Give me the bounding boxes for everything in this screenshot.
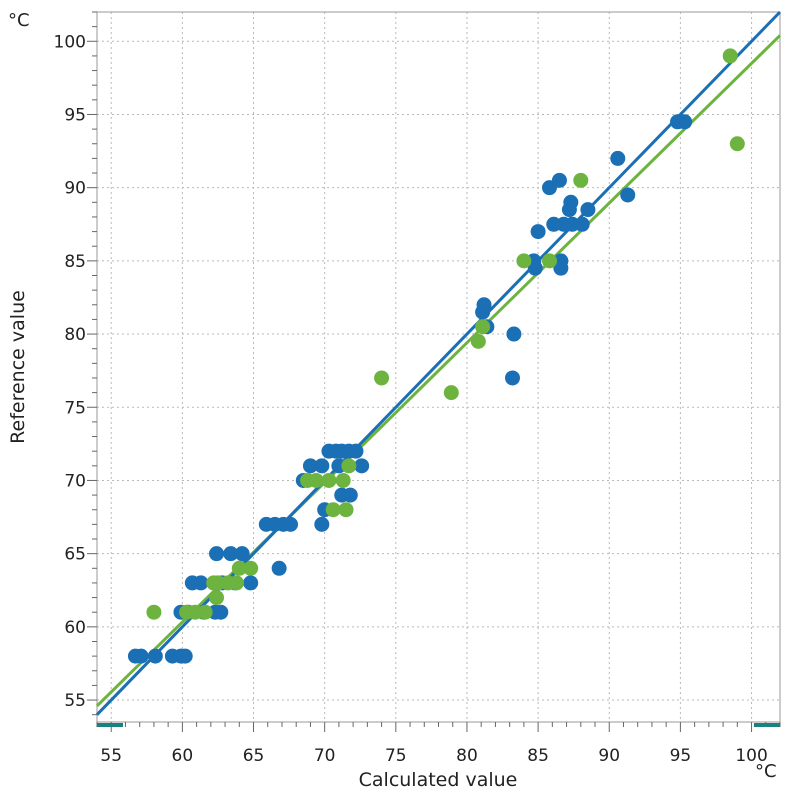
green-data-point	[308, 472, 324, 488]
x-tick-label: 90	[598, 746, 620, 766]
blue-data-point	[193, 575, 209, 591]
blue-data-point	[147, 648, 163, 664]
x-tick-label: 65	[243, 746, 265, 766]
y-tick-label: 65	[64, 545, 86, 565]
x-tick-label: 75	[385, 746, 407, 766]
green-data-point	[573, 172, 589, 188]
blue-data-point	[342, 487, 358, 503]
grid	[97, 12, 780, 722]
green-data-point	[722, 48, 738, 64]
blue-data-point	[563, 194, 579, 210]
blue-data-point	[177, 648, 193, 664]
green-data-point	[729, 136, 745, 152]
blue-data-point	[677, 114, 693, 130]
y-tick-label: 70	[64, 471, 86, 491]
x-tick-label: 80	[456, 746, 478, 766]
y-tick-label: 100	[54, 32, 86, 52]
blue-data-point	[223, 546, 239, 562]
blue-data-point	[302, 458, 318, 474]
blue-data-point	[475, 304, 491, 320]
y-tick-label: 60	[64, 618, 86, 638]
y-tick-label: 55	[64, 691, 86, 711]
green-data-point	[341, 458, 357, 474]
blue-data-point	[620, 187, 636, 203]
x-tick-label: 100	[735, 746, 767, 766]
trend-line	[95, 34, 782, 707]
blue-data-point	[574, 216, 590, 232]
blue-data-point	[348, 443, 364, 459]
blue-data-point	[504, 370, 520, 386]
x-unit-label: °C	[755, 761, 777, 782]
blue-data-point	[551, 172, 567, 188]
blue-data-point	[610, 150, 626, 166]
x-tick-label: 70	[314, 746, 336, 766]
blue-data-point	[506, 326, 522, 342]
y-tick-label: 85	[64, 252, 86, 272]
blue-data-point	[530, 224, 546, 240]
green-data-point	[243, 560, 259, 576]
green-data-point	[374, 370, 390, 386]
y-tick-label: 95	[64, 105, 86, 125]
y-unit-label: °C	[8, 10, 30, 31]
x-axis-title: Calculated value	[359, 769, 518, 791]
y-axis-title: Reference value	[7, 290, 29, 444]
green-data-point	[197, 604, 213, 620]
blue-data-point	[580, 202, 596, 218]
green-data-point	[146, 604, 162, 620]
green-data-point	[541, 253, 557, 269]
blue-data-point	[133, 648, 149, 664]
blue-data-point	[243, 575, 259, 591]
tick-labels: 55 60 65 70 75 80 85 90 95 100 55 60 65 70 75 80 85 90 95 1…	[54, 32, 768, 766]
green-data-point	[470, 333, 486, 349]
x-tick-label: 85	[527, 746, 549, 766]
blue-data-point	[209, 546, 225, 562]
y-tick-label: 75	[64, 398, 86, 418]
blue-data-point	[553, 260, 569, 276]
blue-data-point	[234, 546, 250, 562]
x-tick-label: 95	[670, 746, 692, 766]
x-tick-label: 55	[100, 746, 122, 766]
y-tick-label: 90	[64, 179, 86, 199]
green-data-point	[443, 385, 459, 401]
green-data-point	[335, 472, 351, 488]
x-tick-label: 60	[172, 746, 194, 766]
data-points	[127, 48, 745, 664]
y-tick-label: 80	[64, 325, 86, 345]
green-data-point	[516, 253, 532, 269]
green-data-point	[321, 472, 337, 488]
green-data-point	[475, 319, 491, 335]
blue-data-point	[283, 516, 299, 532]
green-data-point	[325, 502, 341, 518]
green-data-point	[338, 502, 354, 518]
blue-data-point	[271, 560, 287, 576]
blue-data-point	[314, 516, 330, 532]
green-data-point	[231, 560, 247, 576]
blue-data-point	[213, 604, 229, 620]
blue-data-point	[314, 458, 330, 474]
blue-data-point	[527, 260, 543, 276]
axes	[87, 11, 781, 732]
blue-data-point	[354, 458, 370, 474]
green-data-point	[228, 575, 244, 591]
green-data-point	[209, 590, 225, 606]
